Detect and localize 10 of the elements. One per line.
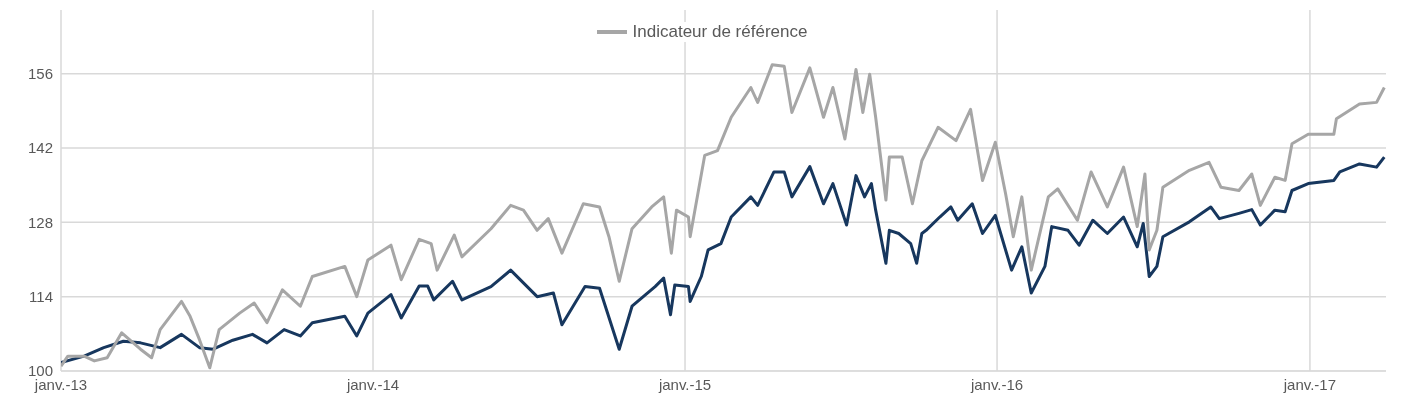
x-tick-label: janv.-14 [345,375,400,393]
line-series [61,155,1386,365]
y-tick-label: 142 [27,139,53,157]
x-tick-label: janv.-16 [969,375,1024,393]
y-tick-label: 128 [27,213,53,231]
x-tick-label: janv.-15 [657,375,712,393]
x-tick-label: janv.-17 [1282,375,1337,393]
legend-label: Indicateur de référence [632,22,808,42]
y-tick-label: 114 [29,288,53,305]
y-tick-label: 156 [27,65,53,83]
